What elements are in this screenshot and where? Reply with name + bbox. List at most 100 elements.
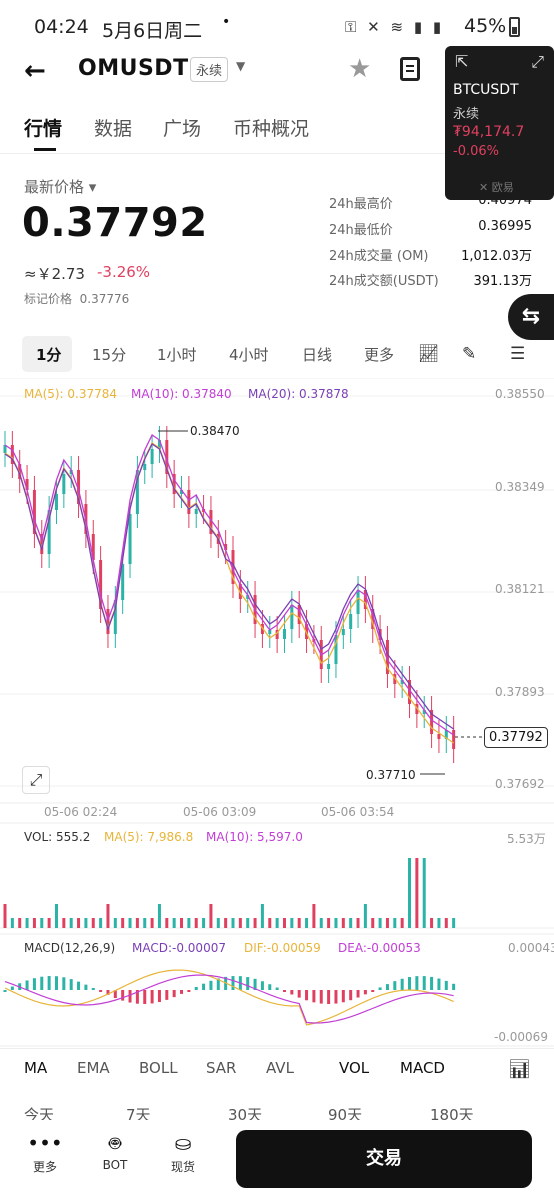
candle-body — [268, 630, 272, 634]
status-time: 04:24 — [34, 16, 89, 38]
battery-percent: 45% — [464, 15, 507, 37]
indicator-macd[interactable]: MACD — [400, 1059, 445, 1077]
macd-bar — [216, 978, 220, 990]
indicator-settings-icon[interactable]: 📊︎ — [508, 1059, 531, 1080]
macd-bar — [408, 977, 412, 990]
range-180d[interactable]: 180天 — [430, 1106, 474, 1124]
kline-chart[interactable]: MA(5): 0.37784 MA(10): 0.37840 MA(20): 0… — [0, 377, 554, 1048]
interval-4h[interactable]: 4小时 — [229, 346, 269, 364]
ma5-line — [4, 442, 455, 744]
notebook-icon[interactable] — [400, 57, 420, 81]
macd-bar — [84, 984, 88, 990]
candle-body — [282, 629, 286, 639]
volume-bar — [422, 858, 426, 928]
active-interval-bg — [22, 336, 72, 372]
range-7d[interactable]: 7天 — [126, 1106, 151, 1124]
indicator-vol[interactable]: VOL — [339, 1059, 370, 1077]
indicator-sar[interactable]: SAR — [206, 1059, 237, 1077]
chart-settings-icon[interactable]: ☰ — [510, 344, 526, 364]
candle-body — [180, 490, 184, 494]
candle-body — [290, 605, 294, 629]
dif-line — [4, 969, 454, 1026]
symbol-title[interactable]: OMUSDT — [78, 56, 189, 81]
interval-1h[interactable]: 1小时 — [157, 346, 197, 364]
candle-body — [135, 470, 139, 514]
draw-tool-icon[interactable]: ✎ — [462, 344, 477, 364]
volume-bar — [437, 918, 441, 928]
expand-icon[interactable]: ⤢ — [531, 52, 544, 71]
interval-1m[interactable]: 1分 — [36, 346, 62, 364]
battery-icon — [509, 17, 520, 37]
interval-more[interactable]: 更多 — [364, 346, 395, 364]
indicator-ma[interactable]: MA — [24, 1059, 48, 1077]
more-button[interactable]: ••• 更多 — [22, 1128, 68, 1175]
mark-price: 标记价格 0.37776 — [24, 290, 129, 307]
candle-body — [437, 734, 441, 739]
volume-bar — [253, 918, 257, 928]
macd-bar — [172, 990, 176, 998]
candle-body — [408, 680, 412, 704]
swap-icon[interactable]: ⇆ — [508, 294, 554, 340]
volume-bar — [69, 918, 73, 928]
trade-button[interactable]: 交易 — [236, 1130, 532, 1188]
volume-bar — [452, 918, 456, 928]
macd-value: MACD:-0.00007 — [132, 941, 226, 955]
interval-bar: 1分 15分 1小时 4小时 日线 更多 📈︎ ✎ ☰ — [0, 332, 554, 376]
range-30d[interactable]: 30天 — [228, 1106, 263, 1124]
main-tabs: 行情 数据 广场 币种概况 — [0, 108, 554, 154]
candle-body — [10, 445, 14, 464]
candle-body — [297, 605, 301, 624]
range-90d[interactable]: 90天 — [328, 1106, 363, 1124]
candle-body — [224, 544, 228, 550]
indicator-ema[interactable]: EMA — [77, 1059, 110, 1077]
macd-bar — [150, 990, 154, 1004]
chart-type-icon[interactable]: 📈︎ — [418, 344, 440, 364]
macd-bar — [10, 986, 14, 990]
volume-bar — [305, 918, 309, 928]
favorite-star-icon[interactable]: ★ — [348, 54, 372, 84]
coins-icon: ⛀ — [174, 1131, 192, 1155]
candle-body — [77, 470, 81, 504]
macd-bar — [91, 988, 95, 991]
indicator-boll[interactable]: BOLL — [139, 1059, 178, 1077]
macd-bar — [430, 976, 434, 990]
volume-bar — [356, 918, 360, 928]
kline-svg[interactable] — [0, 377, 554, 1048]
tab-coin-overview[interactable]: 币种概况 — [233, 118, 310, 140]
bot-button[interactable]: 🤖︎ BOT — [92, 1128, 138, 1172]
volume-bar — [297, 918, 301, 928]
macd-bar — [106, 990, 110, 995]
interval-15m[interactable]: 15分 — [92, 346, 127, 364]
exit-float-icon[interactable]: ⇱ — [455, 52, 469, 71]
macd-bar — [32, 978, 36, 990]
macd-bar — [47, 976, 51, 990]
volume-bar — [25, 918, 29, 928]
volume-bar — [363, 904, 367, 928]
indicator-avl[interactable]: AVL — [266, 1059, 294, 1077]
floating-ticker-window[interactable]: ⇱ ⤢ BTCUSDT 永续 ₮94,174.7 -0.06% ✕ 欧易 — [445, 46, 554, 200]
tab-square[interactable]: 广场 — [163, 118, 202, 140]
indicator-bar: MA EMA BOLL SAR AVL VOL MACD 📊︎ — [0, 1048, 554, 1088]
float-logo-text: 欧易 — [491, 181, 514, 194]
back-arrow-icon[interactable]: ← — [24, 56, 46, 86]
volume-bar — [282, 918, 286, 928]
macd-bar — [165, 990, 169, 1000]
fullscreen-icon[interactable]: ⤢ — [22, 766, 50, 794]
candle-body — [430, 710, 434, 734]
candle-body — [150, 449, 154, 464]
last-price-label[interactable]: 最新价格 ▾ — [24, 178, 97, 196]
chevron-down-icon[interactable]: ▼ — [236, 59, 246, 73]
stat-label-turnover: 24h成交额(USDT) — [329, 274, 439, 289]
header: ← OMUSDT 永续 ▼ ★ — [0, 48, 554, 92]
range-today[interactable]: 今天 — [24, 1106, 55, 1124]
macd-bar — [422, 976, 426, 990]
interval-day[interactable]: 日线 — [302, 346, 333, 364]
macd-bar — [69, 979, 73, 990]
tab-data[interactable]: 数据 — [94, 118, 133, 140]
tab-market[interactable]: 行情 — [24, 118, 63, 140]
candle-body — [371, 609, 375, 629]
candle-body — [444, 730, 448, 739]
macd-bar — [282, 990, 286, 992]
macd-bar — [209, 980, 213, 990]
spot-button[interactable]: ⛀ 现货 — [160, 1128, 206, 1175]
